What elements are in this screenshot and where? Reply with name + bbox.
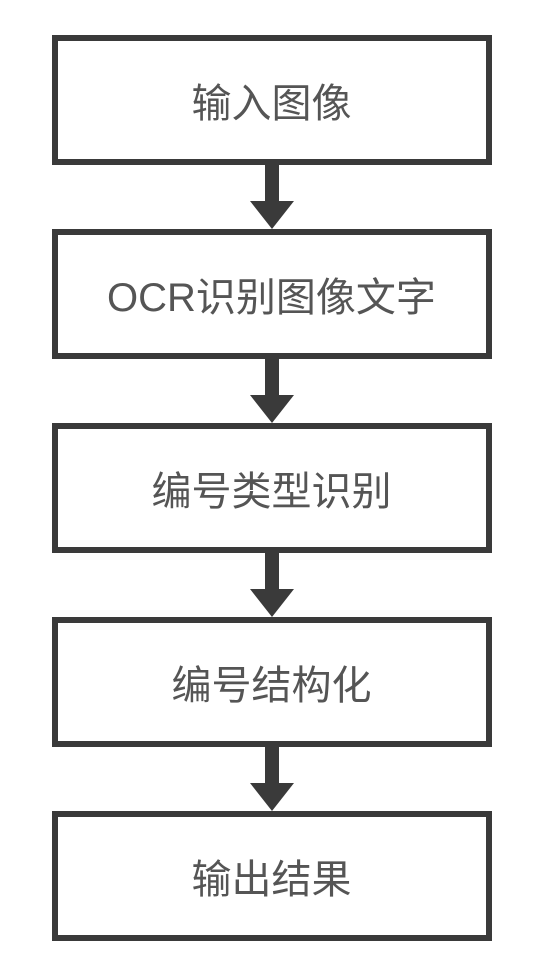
- arrow-shaft: [265, 359, 279, 395]
- flowchart-node: 编号结构化: [52, 617, 492, 747]
- flowchart-container: 输入图像 OCR识别图像文字 编号类型识别 编号结构化 输出结果: [52, 35, 492, 941]
- flowchart-node: 输出结果: [52, 811, 492, 941]
- node-label: OCR识别图像文字: [107, 265, 436, 323]
- arrow-head-icon: [250, 589, 294, 617]
- arrow-head-icon: [250, 783, 294, 811]
- arrow-head-icon: [250, 395, 294, 423]
- flowchart-arrow: [250, 359, 294, 423]
- arrow-head-icon: [250, 201, 294, 229]
- arrow-shaft: [265, 553, 279, 589]
- flowchart-arrow: [250, 165, 294, 229]
- arrow-shaft: [265, 747, 279, 783]
- flowchart-node: OCR识别图像文字: [52, 229, 492, 359]
- flowchart-node: 编号类型识别: [52, 423, 492, 553]
- node-label: 输入图像: [192, 71, 352, 129]
- flowchart-arrow: [250, 747, 294, 811]
- flowchart-arrow: [250, 553, 294, 617]
- arrow-shaft: [265, 165, 279, 201]
- node-label: 编号类型识别: [152, 459, 392, 517]
- flowchart-node: 输入图像: [52, 35, 492, 165]
- node-label: 编号结构化: [172, 653, 372, 711]
- node-label: 输出结果: [192, 847, 352, 905]
